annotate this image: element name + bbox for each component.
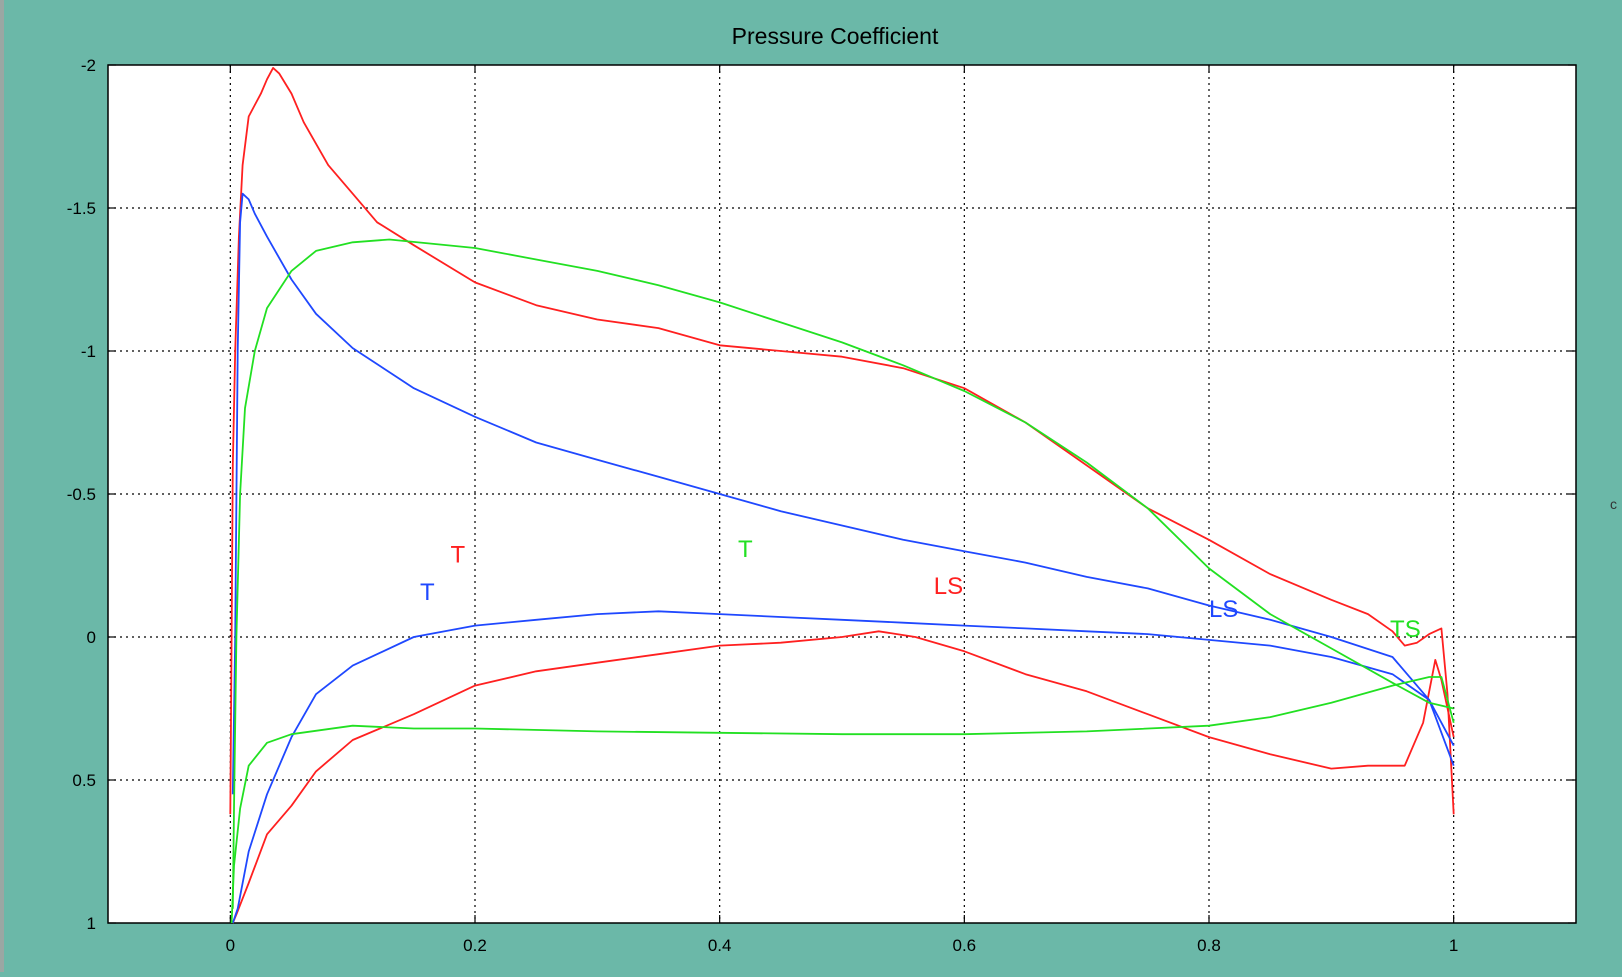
green-series-line bbox=[230, 676, 1455, 924]
annotation-label: T bbox=[738, 536, 753, 563]
blue-series-line bbox=[231, 610, 1455, 924]
x-tick-label: 0.2 bbox=[463, 936, 487, 955]
blue-series-line bbox=[231, 192, 1455, 795]
x-tick-label: 0.4 bbox=[708, 936, 732, 955]
right-edge-glyph: c bbox=[1610, 496, 1617, 512]
y-tick-label: -1.5 bbox=[67, 199, 96, 218]
y-tick-label: 1 bbox=[87, 914, 96, 933]
x-tick-label: 0 bbox=[226, 936, 235, 955]
y-tick-label: 0 bbox=[87, 628, 96, 647]
y-tick-label: -1 bbox=[81, 342, 96, 361]
annotation-label: TS bbox=[1390, 616, 1421, 643]
window-left-edge bbox=[0, 0, 4, 972]
axis-ticks: 0 0.2 0.4 0.6 0.8 1 -2 -1.5 -1 -0.5 0 0.5 1 bbox=[67, 56, 1576, 955]
chart-title: Pressure Coefficient bbox=[732, 23, 939, 49]
series-layer bbox=[229, 67, 1455, 924]
annotation-label: T bbox=[420, 579, 435, 606]
red-series-line bbox=[231, 630, 1455, 924]
y-tick-label: -0.5 bbox=[67, 485, 96, 504]
x-tick-label: 0.6 bbox=[953, 936, 977, 955]
y-tick-label: 0.5 bbox=[72, 771, 96, 790]
y-tick-label: -2 bbox=[81, 56, 96, 75]
green-series-line bbox=[231, 238, 1454, 909]
annotation-label: LS bbox=[934, 573, 963, 600]
annotation-label: T bbox=[451, 542, 466, 569]
red-series-line bbox=[229, 67, 1455, 815]
x-tick-label: 0.8 bbox=[1197, 936, 1221, 955]
x-tick-label: 1 bbox=[1449, 936, 1458, 955]
annotation-label: LS bbox=[1209, 596, 1238, 623]
